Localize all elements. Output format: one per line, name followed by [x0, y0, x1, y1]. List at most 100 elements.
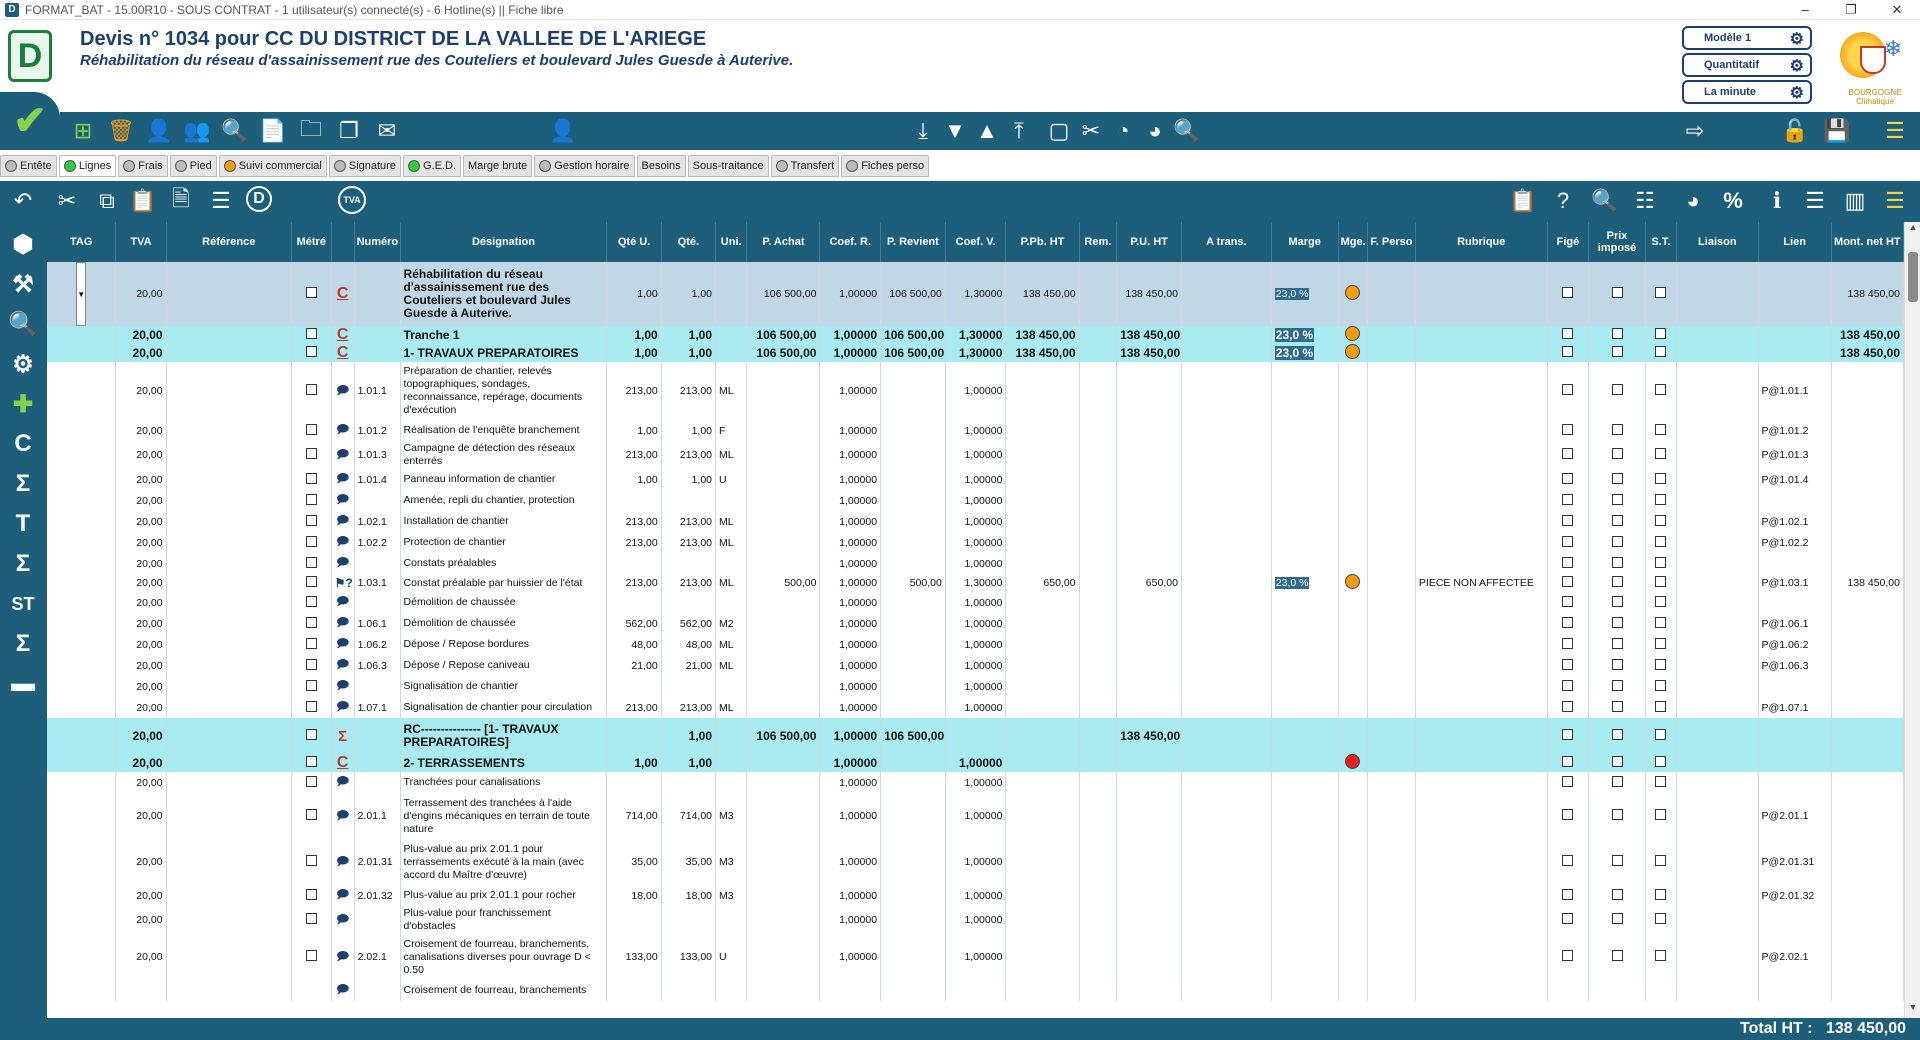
column-header[interactable]: P.U. HT — [1116, 222, 1182, 262]
prix-impose-cell[interactable] — [1588, 532, 1646, 553]
unit-cell[interactable]: ML — [715, 697, 748, 718]
tag-cell[interactable] — [47, 362, 117, 420]
coef-v-cell[interactable]: 1,00000 — [945, 754, 1007, 772]
unit-cell[interactable]: ML — [715, 441, 748, 469]
designation-cell[interactable]: Tranche 1 — [400, 326, 608, 344]
marge-cell[interactable] — [1271, 980, 1339, 1001]
metre-checkbox-cell[interactable] — [291, 754, 332, 772]
reference-cell[interactable] — [166, 326, 292, 344]
st-cell[interactable] — [1645, 532, 1678, 553]
prix-revient-cell[interactable] — [880, 553, 946, 574]
zoom-icon[interactable]: 🔍 — [1591, 188, 1619, 213]
qte-u-cell[interactable]: 1,00 — [606, 344, 662, 362]
st-cell[interactable] — [1645, 262, 1678, 326]
prix-impose-checkbox[interactable] — [1611, 658, 1623, 670]
tag-cell[interactable] — [47, 574, 117, 592]
a-trans-cell[interactable] — [1181, 553, 1272, 574]
tab-signature[interactable]: Signature — [328, 155, 401, 177]
remise-cell[interactable] — [1079, 934, 1118, 980]
export-icon[interactable]: ⇨ — [1685, 118, 1705, 143]
prix-impose-cell[interactable] — [1588, 490, 1646, 511]
gear-icon[interactable]: ⚙ — [1789, 58, 1804, 75]
scroll-down-icon[interactable]: ▼ — [1908, 1002, 1918, 1012]
liaison-cell[interactable] — [1676, 934, 1759, 980]
a-trans-cell[interactable] — [1181, 718, 1272, 754]
reference-cell[interactable] — [166, 441, 292, 469]
line-type-cell[interactable]: 🗩 — [331, 793, 355, 839]
st-cell[interactable] — [1645, 906, 1678, 934]
marge-cell[interactable] — [1271, 906, 1339, 934]
montant-net-ht-cell[interactable] — [1831, 490, 1904, 511]
prix-revient-cell[interactable] — [880, 592, 946, 613]
fige-checkbox[interactable] — [1562, 855, 1574, 866]
qte-cell[interactable]: 213,00 — [661, 532, 717, 553]
st-checkbox[interactable] — [1655, 384, 1667, 395]
coef-v-cell[interactable]: 1,30000 — [945, 574, 1007, 592]
tag-cell[interactable] — [47, 553, 117, 574]
numero-cell[interactable] — [354, 344, 401, 362]
prix-achat-cell[interactable] — [746, 754, 821, 772]
metre-checkbox-cell[interactable] — [291, 553, 332, 574]
line-type-cell[interactable]: 🗩 — [331, 772, 355, 793]
montant-net-ht-cell[interactable] — [1831, 676, 1904, 697]
unit-cell[interactable] — [715, 553, 748, 574]
unit-cell[interactable] — [715, 592, 748, 613]
lien-cell[interactable]: P@1.02.2 — [1758, 532, 1832, 553]
rubrique-cell[interactable] — [1415, 718, 1548, 754]
montant-net-ht-cell[interactable] — [1831, 420, 1904, 441]
pu-ht-cell[interactable] — [1116, 754, 1182, 772]
table-row[interactable]: 20,00 🗩 Démolition de chaussée 1,00000 1,000… — [47, 592, 1904, 613]
prix-achat-cell[interactable] — [746, 362, 821, 420]
frame-icon[interactable]: ▢ — [1048, 118, 1070, 143]
liaison-cell[interactable] — [1676, 420, 1759, 441]
rubrique-cell[interactable] — [1415, 326, 1548, 344]
rubrique-cell[interactable] — [1415, 490, 1548, 511]
f-perso-cell[interactable] — [1367, 885, 1416, 906]
column-header[interactable]: Mont. net HT — [1831, 222, 1904, 262]
column-header[interactable]: Coef. R. — [819, 222, 882, 262]
subtotal-st-icon[interactable]: ST — [11, 593, 35, 614]
reference-cell[interactable] — [166, 613, 292, 634]
prix-revient-cell[interactable] — [880, 420, 946, 441]
prix-achat-cell[interactable] — [746, 697, 821, 718]
table-row[interactable]: 20,00 🗩 Plus-value pour franchissement d'o… — [47, 906, 1904, 934]
la-minute-button[interactable]: La minute ⚙ — [1682, 80, 1812, 104]
designation-cell[interactable]: Croisement de fourreau, branchements, ca… — [400, 934, 608, 980]
st-checkbox[interactable] — [1655, 328, 1667, 339]
liaison-cell[interactable] — [1676, 362, 1759, 420]
reference-cell[interactable] — [166, 676, 292, 697]
designation-cell[interactable]: Installation de chantier — [400, 511, 608, 532]
tag-cell[interactable] — [47, 613, 117, 634]
pu-ht-cell[interactable]: 650,00 — [1116, 574, 1182, 592]
st-cell[interactable] — [1645, 754, 1678, 772]
coef-r-cell[interactable]: 1,00000 — [819, 718, 882, 754]
montant-net-ht-cell[interactable] — [1831, 469, 1904, 490]
unit-cell[interactable]: M3 — [715, 839, 748, 885]
document-icon[interactable]: 🗎 — [172, 186, 190, 211]
marge-cell[interactable] — [1271, 885, 1339, 906]
liaison-cell[interactable] — [1676, 574, 1759, 592]
ppb-ht-cell[interactable] — [1005, 441, 1080, 469]
d-icon[interactable]: D — [246, 186, 272, 212]
reference-cell[interactable] — [166, 754, 292, 772]
prix-impose-checkbox[interactable] — [1611, 384, 1623, 395]
ppb-ht-cell[interactable] — [1005, 906, 1080, 934]
ppb-ht-cell[interactable]: 138 450,00 — [1005, 262, 1080, 326]
prix-achat-cell[interactable] — [746, 420, 821, 441]
numero-cell[interactable] — [354, 592, 401, 613]
remise-cell[interactable] — [1079, 634, 1118, 655]
designation-cell[interactable]: Plus-value au prix 2.01.1 pour rocher — [400, 885, 608, 906]
table-row[interactable]: 20,00 🗩 1.01.1 Préparation de chantier, rel… — [47, 362, 1904, 420]
marge-cell[interactable] — [1271, 420, 1339, 441]
pu-ht-cell[interactable] — [1116, 885, 1182, 906]
tag-cell[interactable] — [47, 655, 117, 676]
prix-impose-checkbox[interactable] — [1611, 472, 1623, 484]
reference-cell[interactable] — [166, 634, 292, 655]
marge-cell[interactable]: 23,0 % — [1271, 574, 1339, 592]
numero-cell[interactable]: 2.01.1 — [354, 793, 401, 839]
montant-net-ht-cell[interactable] — [1831, 885, 1904, 906]
qte-u-cell[interactable] — [606, 676, 662, 697]
metre-checkbox-cell[interactable] — [291, 676, 332, 697]
prix-impose-cell[interactable] — [1588, 592, 1646, 613]
tag-cell[interactable] — [47, 420, 117, 441]
